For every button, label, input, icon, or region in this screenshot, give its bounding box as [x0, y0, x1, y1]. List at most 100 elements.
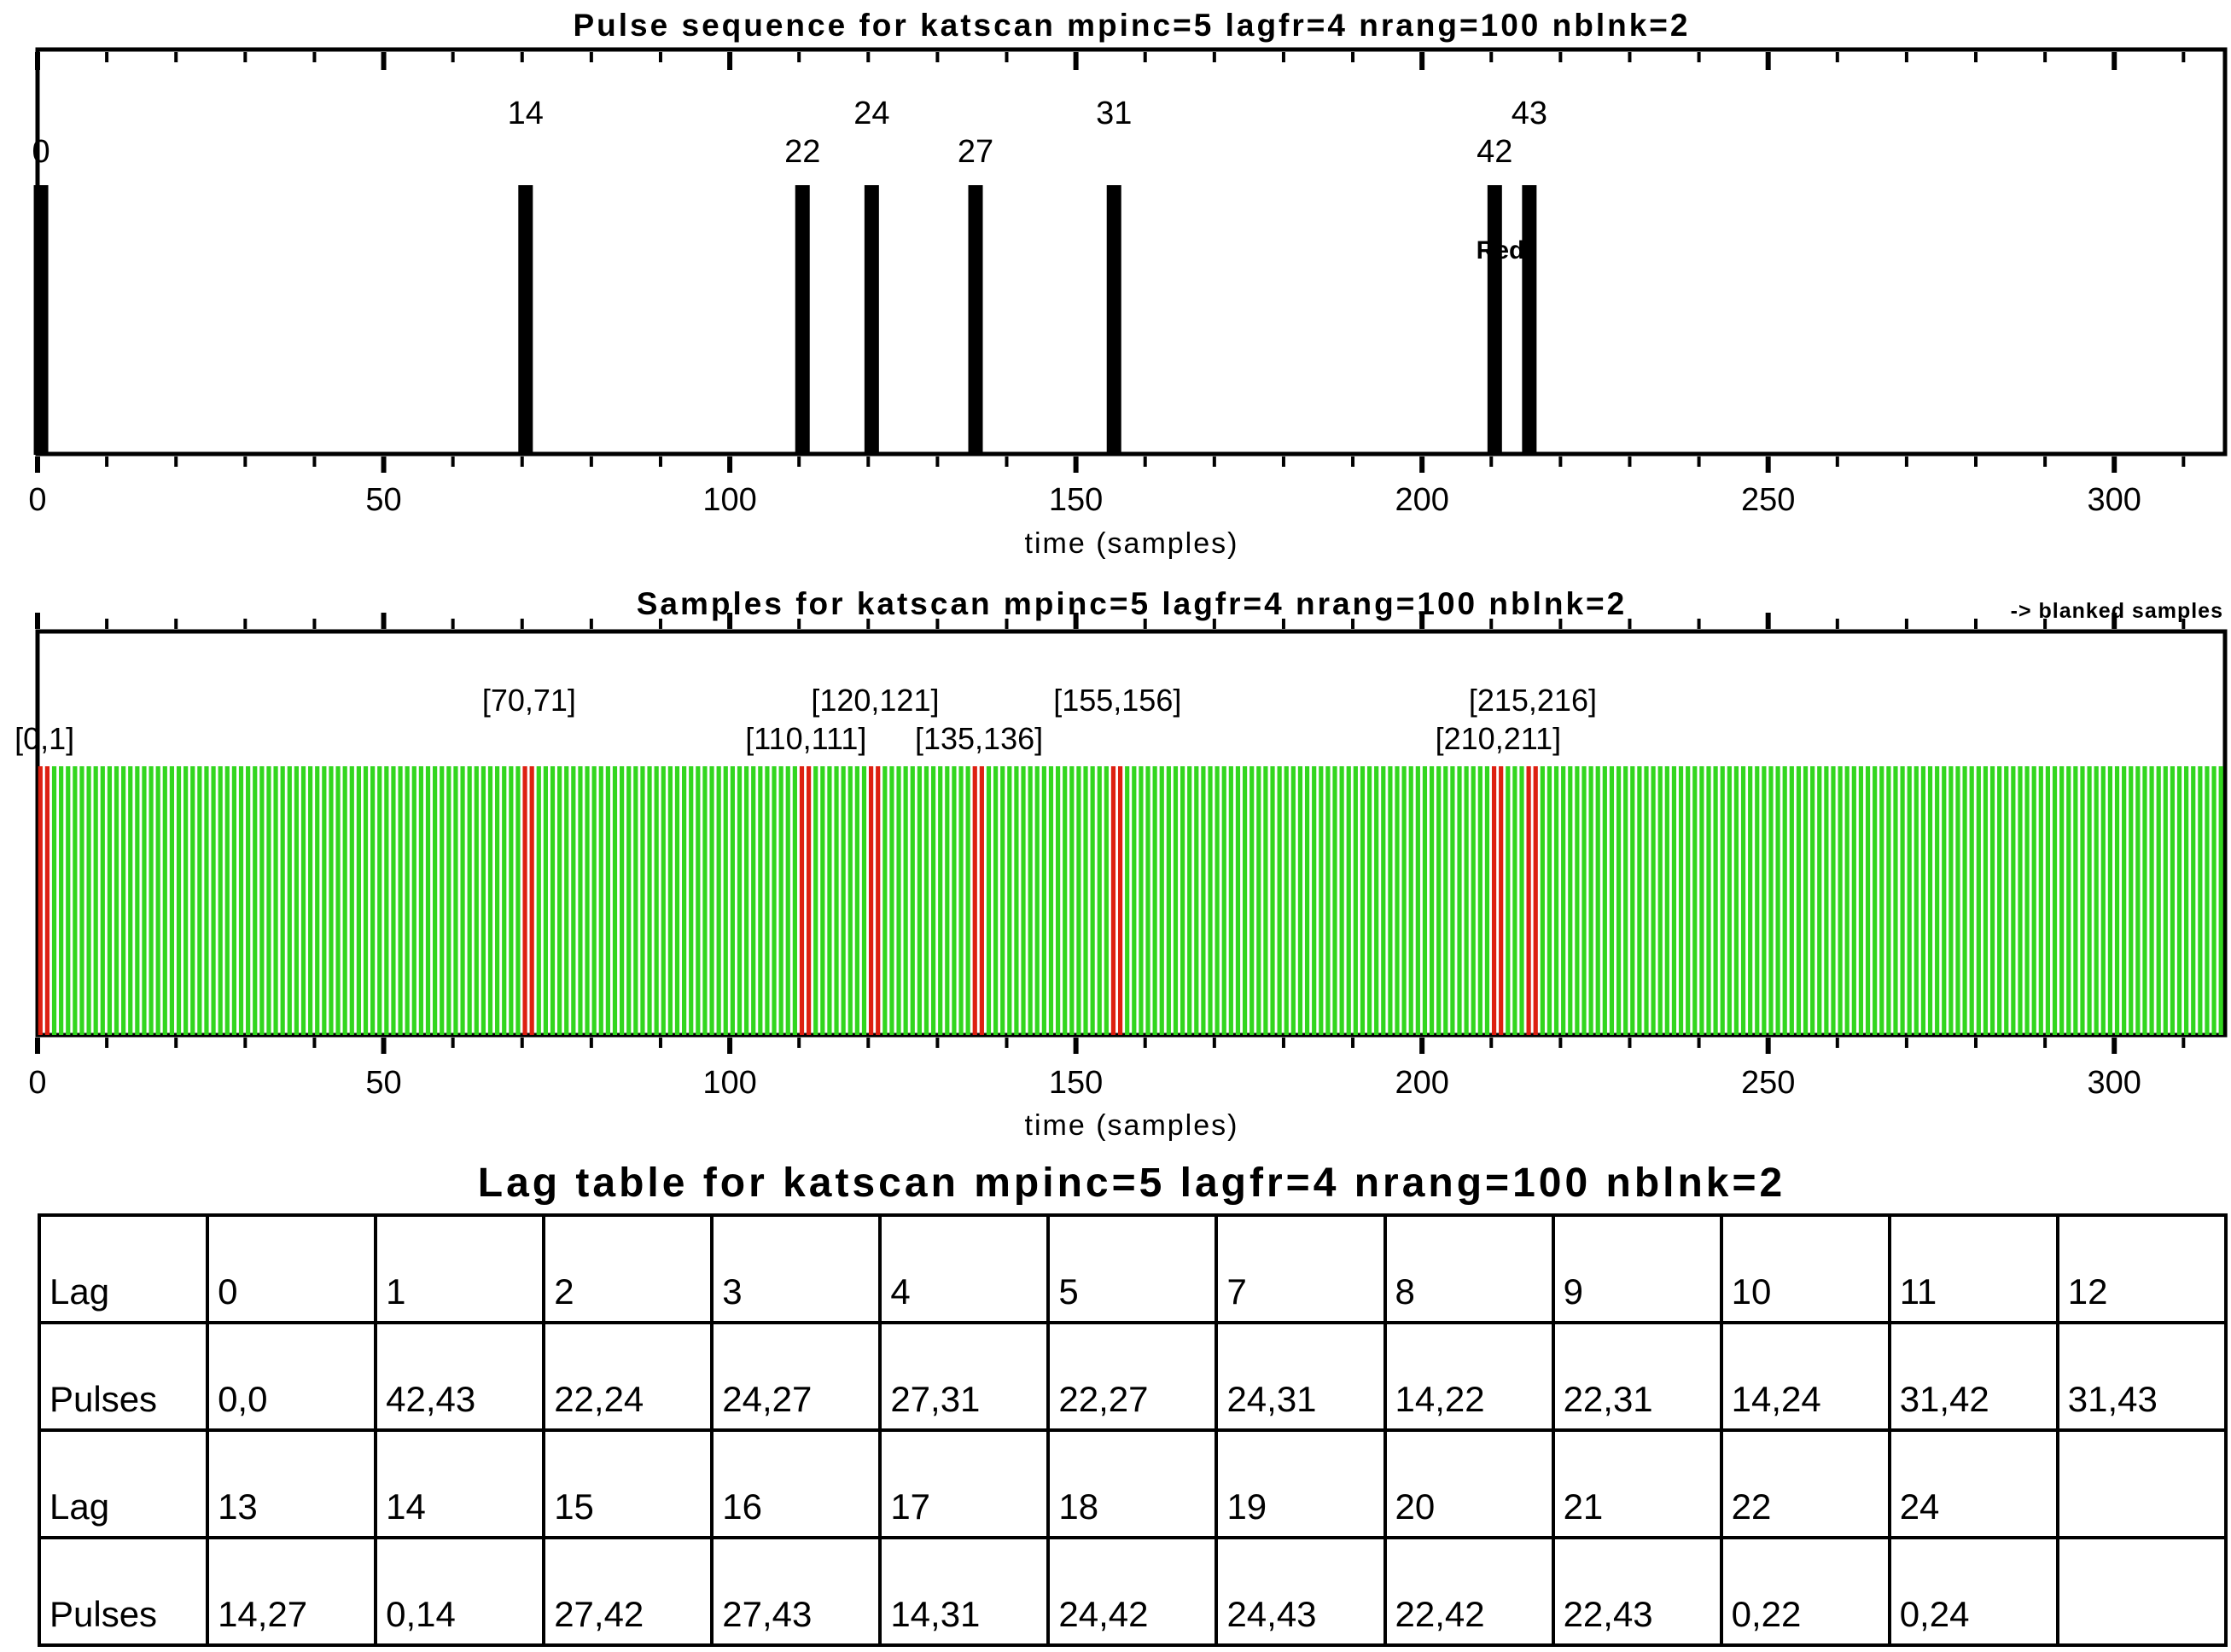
- sample-bar: [2198, 766, 2203, 1035]
- sample-bar: [1332, 766, 1337, 1035]
- sample-bar: [128, 766, 133, 1035]
- sample-bar: [1360, 766, 1366, 1035]
- lag-table-cell: 9: [1551, 1213, 1723, 1324]
- sample-bar: [1477, 766, 1482, 1035]
- lag-table-cell: 17: [878, 1428, 1051, 1539]
- lag-table-cell: [2055, 1428, 2228, 1539]
- sample-bar: [1817, 766, 1822, 1035]
- sample-bar: [667, 766, 673, 1035]
- sample-bar: [176, 766, 182, 1035]
- sample-bar: [564, 766, 569, 1035]
- sample-bar: [1125, 766, 1130, 1035]
- samples-panel-title: Samples for katscan mpinc=5 lagfr=4 nran…: [637, 586, 1627, 621]
- sample-bar: [2107, 766, 2113, 1035]
- sample-bar: [204, 766, 209, 1035]
- sample-bar: [1263, 766, 1268, 1035]
- sample-bar: [474, 766, 479, 1035]
- sample-bar: [453, 766, 458, 1035]
- lag-table-cell: 24,42: [1046, 1536, 1219, 1647]
- sample-bar: [1388, 766, 1393, 1035]
- sample-bar: [335, 766, 341, 1035]
- sample-bar: [1914, 766, 1919, 1035]
- samples-panel-frame: [35, 629, 2228, 1038]
- sample-bar: [785, 766, 790, 1035]
- blanked-sample-bar: [868, 766, 874, 1035]
- sample-bar: [391, 766, 396, 1035]
- sample-bar: [1782, 766, 1787, 1035]
- sample-bar: [107, 766, 113, 1035]
- lag-table-cell: 22: [1719, 1428, 1891, 1539]
- sample-bar: [294, 766, 299, 1035]
- sample-bar: [882, 766, 888, 1035]
- lag-table: Lag 0 1 2 3 4 5 7 8 9 10 11 12 Pulses 0,0 42,43 22,24 24,…: [37, 1213, 2228, 1647]
- sample-bar: [495, 766, 500, 1035]
- lag-table-title: Lag table for katscan mpinc=5 lagfr=4 nr…: [478, 1160, 1785, 1206]
- sample-bar: [2142, 766, 2147, 1035]
- sample-bar: [1886, 766, 1891, 1035]
- sample-bar: [585, 766, 590, 1035]
- sample-bar: [356, 766, 361, 1035]
- sample-bar: [2100, 766, 2106, 1035]
- sample-bar: [1021, 766, 1026, 1035]
- sample-bar: [765, 766, 770, 1035]
- sample-bar: [1920, 766, 1926, 1035]
- sample-bar: [917, 766, 922, 1035]
- sample-bar: [1221, 766, 1226, 1035]
- sample-bar: [224, 766, 230, 1035]
- sample-bar: [1401, 766, 1407, 1035]
- sample-bar: [1844, 766, 1849, 1035]
- lag-table-cell: 22,42: [1383, 1536, 1555, 1647]
- axis-tick-label: 50: [365, 482, 401, 518]
- sample-bar: [218, 766, 223, 1035]
- lag-table-row: Pulses 0,0 42,43 22,24 24,27 27,31 22,27 24,31 1…: [37, 1321, 2228, 1432]
- sample-bar: [1277, 766, 1282, 1035]
- lag-table-cell: 22,31: [1551, 1321, 1723, 1432]
- sample-bar: [702, 766, 708, 1035]
- sample-bar: [231, 766, 237, 1035]
- sample-bar: [114, 766, 119, 1035]
- sample-bar: [986, 766, 992, 1035]
- pulse-bar: [33, 185, 49, 455]
- sample-bar: [183, 766, 189, 1035]
- sample-bar: [1007, 766, 1012, 1035]
- sample-bar: [1208, 766, 1213, 1035]
- sample-bar: [86, 766, 91, 1035]
- pulse-bar: [968, 185, 983, 455]
- sample-bar: [467, 766, 472, 1035]
- sample-bar: [2024, 766, 2030, 1035]
- lag-table-cell: 2: [542, 1213, 714, 1324]
- blanked-range-label: [155,156]: [1053, 683, 1181, 718]
- sample-bar: [2156, 766, 2161, 1035]
- blanked-sample-bar: [1526, 766, 1531, 1035]
- blanked-samples-legend: -> blanked samples: [2011, 599, 2223, 623]
- sample-bar: [854, 766, 859, 1035]
- sample-bar: [1595, 766, 1600, 1035]
- sample-bar: [349, 766, 354, 1035]
- axis-tick-label: 150: [1049, 1065, 1103, 1101]
- sample-bar: [751, 766, 756, 1035]
- sample-bar: [135, 766, 140, 1035]
- sample-bar: [246, 766, 251, 1035]
- sample-bar: [1713, 766, 1718, 1035]
- sample-bar: [848, 766, 853, 1035]
- sample-bar: [1450, 766, 1455, 1035]
- sample-bar: [1041, 766, 1046, 1035]
- sample-bar: [1927, 766, 1933, 1035]
- sample-bar: [1775, 766, 1780, 1035]
- lag-table-row: Lag 0 1 2 3 4 5 7 8 9 10 11 12: [37, 1213, 2228, 1324]
- sample-bar: [1312, 766, 1317, 1035]
- lag-table-cell: 14,22: [1383, 1321, 1555, 1432]
- sample-bar: [952, 766, 957, 1035]
- axis-tick-label: 0: [28, 1065, 46, 1101]
- sample-bar: [1422, 766, 1428, 1035]
- lag-table-cell: 13: [206, 1428, 378, 1539]
- lag-table-cell: 22,43: [1551, 1536, 1723, 1647]
- sample-bar: [536, 766, 541, 1035]
- sample-bar: [1152, 766, 1157, 1035]
- sample-bar: [1865, 766, 1871, 1035]
- sample-bar: [1588, 766, 1593, 1035]
- sample-bar: [612, 766, 618, 1035]
- sample-bar: [2031, 766, 2036, 1035]
- sample-bar: [322, 766, 327, 1035]
- sample-bar: [142, 766, 147, 1035]
